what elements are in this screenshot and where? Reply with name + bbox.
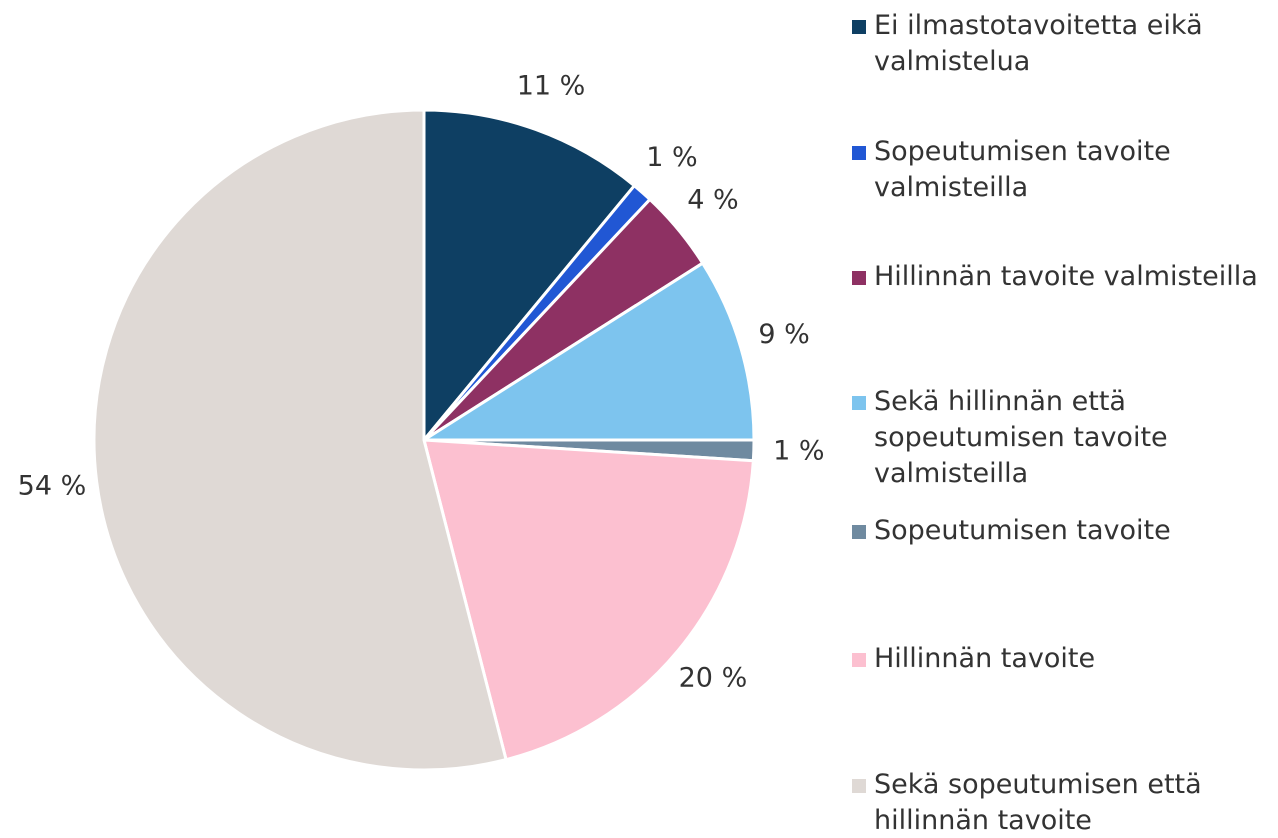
legend-swatch bbox=[852, 396, 866, 410]
data-label: 4 % bbox=[687, 184, 738, 215]
legend-label: Hillinnän tavoite bbox=[874, 643, 1096, 674]
legend-label: Sekä sopeutumisen että hillinnän tavoite bbox=[874, 769, 1202, 836]
legend-item: Sopeutumisen tavoite valmisteilla bbox=[852, 134, 1272, 206]
legend-label: Sopeutumisen tavoite bbox=[874, 515, 1171, 546]
legend-swatch bbox=[852, 146, 866, 160]
pie-slice bbox=[92, 108, 508, 772]
pie-slice bbox=[422, 108, 636, 442]
legend-swatch bbox=[852, 653, 866, 667]
legend-item: Hillinnän tavoite valmisteilla bbox=[852, 259, 1272, 295]
pie-slice bbox=[422, 261, 756, 442]
legend-swatch bbox=[852, 271, 866, 285]
legend-swatch bbox=[852, 525, 866, 539]
legend-label: Hillinnän tavoite valmisteilla bbox=[874, 261, 1258, 292]
data-label: 20 % bbox=[679, 663, 748, 694]
legend-label: Sopeutumisen tavoite valmisteilla bbox=[874, 136, 1171, 203]
legend-item: Ei ilmastotavoitetta eikä valmistelua bbox=[852, 8, 1272, 80]
legend-swatch bbox=[852, 20, 866, 34]
legend-swatch bbox=[852, 779, 866, 793]
legend-item: Hillinnän tavoite bbox=[852, 641, 1272, 677]
pie-slice bbox=[422, 438, 755, 762]
data-label: 1 % bbox=[773, 435, 824, 466]
legend-item: Sekä hillinnän että sopeutumisen tavoite… bbox=[852, 384, 1272, 492]
legend-item: Sopeutumisen tavoite bbox=[852, 513, 1272, 549]
legend-label: Ei ilmastotavoitetta eikä valmistelua bbox=[874, 10, 1203, 77]
data-label: 9 % bbox=[758, 319, 809, 350]
data-label: 11 % bbox=[517, 71, 586, 102]
data-label: 54 % bbox=[18, 470, 87, 501]
legend-item: Sekä sopeutumisen että hillinnän tavoite bbox=[852, 767, 1272, 838]
data-label: 1 % bbox=[646, 142, 697, 173]
legend-label: Sekä hillinnän että sopeutumisen tavoite… bbox=[874, 386, 1168, 489]
